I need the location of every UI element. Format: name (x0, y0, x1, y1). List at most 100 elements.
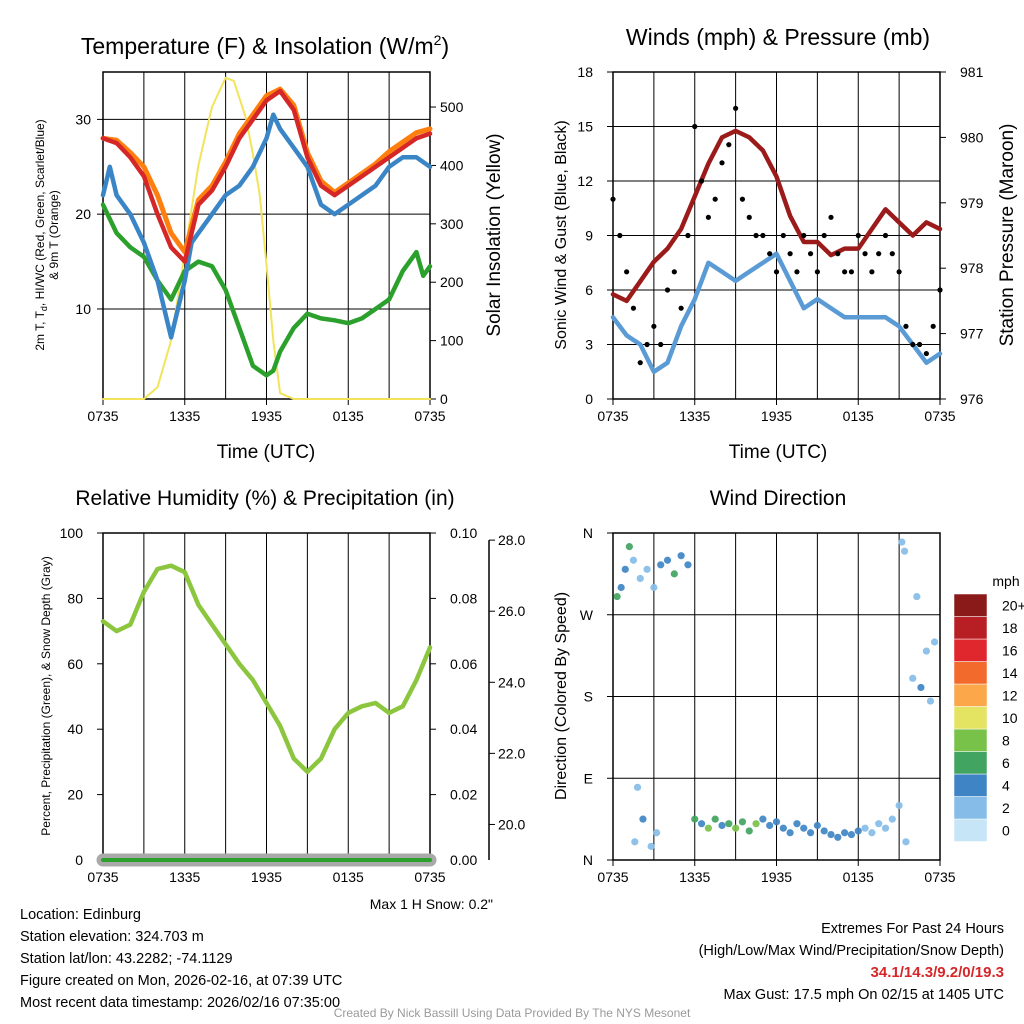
dir-point (691, 815, 699, 823)
wind-gust-point (617, 232, 623, 239)
wind-gust-point (937, 287, 943, 293)
dir-point (861, 824, 869, 832)
wind-gust-point (767, 251, 773, 257)
temp-series-9m-temperature (100, 86, 433, 255)
rh-y2tick-label: 0.08 (450, 590, 477, 606)
wind-gust-point (930, 323, 936, 329)
wind-gust-point (637, 360, 643, 366)
temp-frame (102, 71, 431, 400)
temp-y2tick-label: 300 (440, 216, 464, 232)
dir-point (917, 683, 925, 692)
wind-gust-point (896, 269, 902, 275)
temp-xtick-label: 1335 (169, 408, 200, 424)
dir-point (793, 820, 801, 828)
wind-y2tick-label: 979 (960, 195, 984, 211)
colorbar-label: 20+ (1002, 597, 1024, 613)
wind-gust-point (610, 196, 616, 202)
dir-ytick-label: W (580, 607, 594, 623)
wind-gust-point (664, 287, 671, 293)
temp-y2tick-label: 100 (440, 333, 464, 349)
wind-title: Winds (mph) & Pressure (mb) (626, 24, 930, 50)
wind-xtick-label: 1935 (761, 408, 792, 424)
temp-xtick-label: 1935 (251, 408, 282, 424)
colorbar-swatch (953, 796, 988, 820)
temp-xtick-label: 0735 (414, 408, 445, 424)
dir-xtick-label: 0735 (597, 869, 628, 885)
wind-gust-point (916, 341, 923, 348)
extremes-values: 34.1/14.3/9.2/0/19.3 (870, 964, 1004, 981)
dir-point (841, 829, 849, 837)
temp-ylabel-line2: & 9m T (Orange) (47, 190, 61, 280)
temp-y2label: Solar Insolation (Yellow) (484, 133, 505, 336)
dir-ytick-label: E (584, 770, 593, 786)
wind-gust-point (923, 350, 929, 357)
colorbar-label: 18 (1002, 620, 1018, 636)
dir-point (732, 824, 740, 832)
wind-ytick-label: 3 (585, 337, 593, 353)
dir-axes: 0735 1335 1935 0135 0735 (597, 532, 956, 885)
dir-point (786, 829, 794, 837)
rh-y2tick-label: 0.04 (450, 721, 477, 737)
dir-point (633, 783, 642, 791)
dir-point (697, 820, 706, 828)
dir-point (766, 821, 774, 830)
wind-ytick-label: 6 (585, 282, 593, 298)
wind-gust-point (773, 269, 780, 275)
wind-ytick-label: 12 (577, 173, 593, 189)
rh-ytick-label: 60 (67, 656, 83, 672)
dir-point (613, 592, 621, 601)
temp-series-dew-point (100, 202, 433, 378)
temp-y2tick-label: 500 (440, 99, 464, 115)
dir-point (670, 570, 678, 578)
dir-point (738, 818, 747, 826)
temp-xtick-label: 0735 (87, 408, 118, 424)
dir-point (752, 820, 760, 828)
wind-gust-point (794, 269, 800, 275)
wind-gust-point (821, 232, 827, 239)
wind-xtick-label: 0135 (843, 408, 874, 424)
temp-axes: 0735 1335 1935 0135 0735 (87, 71, 446, 424)
rh-xtick-label: 0135 (333, 869, 364, 885)
rh-xtick-label: 0735 (87, 869, 118, 885)
dir-point (650, 583, 658, 592)
colorbar-swatch (953, 706, 988, 730)
rh-xtick-label: 1935 (251, 869, 282, 885)
dir-point (657, 561, 665, 569)
rh-ylabel-group: Percent, Precipitation (Green), & Snow D… (39, 556, 53, 835)
dir-point (854, 827, 862, 835)
wind-series-sonic (610, 251, 943, 375)
dir-point (631, 838, 639, 846)
station-info: Location: Edinburg Station elevation: 32… (20, 904, 342, 1014)
colorbar-swatch (953, 616, 988, 640)
dir-point (827, 830, 835, 839)
wind-gust-point (698, 178, 705, 184)
wind-gust-point (712, 196, 718, 202)
wind-ytick-label: 0 (585, 391, 593, 407)
dir-point (653, 829, 661, 837)
wind-xtick-label: 1335 (679, 408, 710, 424)
wind-gust-point (671, 269, 677, 275)
dir-point (625, 543, 633, 551)
colorbar-label: 8 (1002, 732, 1010, 748)
dir-point (718, 821, 726, 830)
wind-gust-point (630, 305, 637, 311)
extremes-info: Extremes For Past 24 Hours (High/Low/Max… (699, 918, 1004, 1006)
created-time: Figure created on Mon, 2026-02-16, at 07… (20, 973, 343, 989)
rh-ytick-label: 100 (60, 525, 84, 541)
temp-y2tick-label: 200 (440, 274, 464, 290)
rh-y3tick-label: 24.0 (498, 674, 525, 690)
wind-y2tick-label: 981 (960, 64, 984, 80)
rh-title: Relative Humidity (%) & Precipitation (i… (75, 487, 454, 510)
dir-point (647, 842, 655, 850)
wind-xlabel: Time (UTC) (729, 442, 828, 463)
wind-ytick-label: 9 (585, 228, 593, 244)
wind-gust-point (726, 142, 732, 148)
dir-point (847, 830, 856, 839)
colorbar-label: 10 (1002, 710, 1018, 726)
temp-series-wind-chill (100, 112, 433, 340)
extremes-title: Extremes For Past 24 Hours (821, 921, 1004, 937)
dir-xtick-label: 0735 (924, 869, 955, 885)
colorbar-label: 12 (1002, 687, 1018, 703)
dir-point (711, 815, 719, 823)
max-gust: Max Gust: 17.5 mph On 02/15 at 1405 UTC (723, 987, 1004, 1003)
